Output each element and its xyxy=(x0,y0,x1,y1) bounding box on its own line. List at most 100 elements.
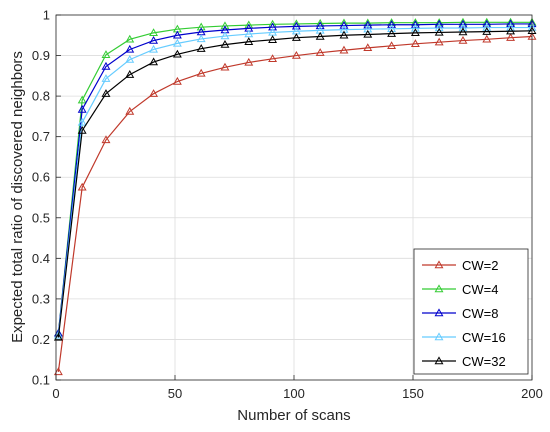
y-tick-label: 0.4 xyxy=(32,251,50,266)
data-point xyxy=(434,27,444,36)
data-point xyxy=(77,182,87,191)
data-point xyxy=(268,35,278,43)
data-point xyxy=(125,44,135,53)
data-point xyxy=(291,33,301,41)
data-point xyxy=(77,117,87,126)
data-point xyxy=(387,41,397,50)
data-point xyxy=(125,106,135,115)
series-line xyxy=(57,21,532,334)
legend-item: CW=2 xyxy=(422,258,498,273)
data-point xyxy=(387,29,397,37)
data-point xyxy=(172,76,182,85)
data-point xyxy=(434,19,444,28)
y-tick-label: 0.3 xyxy=(32,291,50,306)
y-tick-label: 0.2 xyxy=(32,332,50,347)
data-point xyxy=(482,22,492,31)
data-point xyxy=(506,33,516,41)
legend-label: CW=32 xyxy=(462,354,506,369)
data-point xyxy=(363,43,373,52)
data-point xyxy=(149,44,159,53)
data-point xyxy=(315,21,325,30)
data-point xyxy=(77,104,87,113)
data-point xyxy=(149,89,159,97)
data-point xyxy=(244,29,254,38)
legend-box xyxy=(413,248,529,375)
data-point xyxy=(244,37,254,45)
data-point xyxy=(196,34,206,43)
series-cw-32 xyxy=(53,26,537,341)
data-point xyxy=(196,22,206,31)
series-line xyxy=(57,26,532,336)
data-point xyxy=(125,70,135,78)
legend-item: CW=16 xyxy=(422,330,506,345)
data-point xyxy=(125,55,135,63)
data-point xyxy=(220,31,230,40)
x-tick-label: 200 xyxy=(521,386,543,401)
data-point xyxy=(387,20,397,28)
legend-marker xyxy=(434,308,444,317)
y-tick-label: 0.1 xyxy=(32,373,50,388)
x-tick-label: 150 xyxy=(402,386,424,401)
data-point xyxy=(410,28,420,37)
data-point xyxy=(482,27,492,35)
data-point xyxy=(149,57,159,66)
data-point xyxy=(482,17,492,26)
series-lines xyxy=(53,17,537,376)
legend-item: CW=8 xyxy=(422,306,498,321)
data-point xyxy=(410,39,420,47)
y-tick-label: 0.7 xyxy=(32,129,50,144)
y-tick-label: 0.9 xyxy=(32,48,50,63)
legend-label: CW=4 xyxy=(462,282,498,297)
y-tick-label: 0.6 xyxy=(32,170,50,185)
data-point xyxy=(172,38,182,47)
x-tick-label: 0 xyxy=(52,386,59,401)
data-point xyxy=(506,22,516,31)
data-point xyxy=(77,95,87,104)
x-tick-label: 50 xyxy=(168,386,182,401)
legend-label: CW=8 xyxy=(462,306,498,321)
data-point xyxy=(363,24,373,33)
data-point xyxy=(458,19,468,28)
data-point xyxy=(101,74,111,82)
data-point xyxy=(220,39,230,48)
data-point xyxy=(101,61,111,70)
legend: CW=2 CW=4 CW=8 CW=16 CW=32 xyxy=(413,248,529,375)
data-point xyxy=(196,44,206,52)
series-line xyxy=(57,35,533,372)
series-cw-16 xyxy=(53,22,537,339)
data-point xyxy=(339,30,349,39)
axis-ticks: 0 50 100 150 200 0.1 0.2 0.3 0.4 0.5 0.6 0.7 0.8 0.9 1 xyxy=(32,8,543,402)
series-cw-2 xyxy=(53,31,537,376)
y-axis-title: Expected total ratio of discovered neigh… xyxy=(9,51,26,343)
data-point xyxy=(506,17,516,26)
legend-label: CW=16 xyxy=(462,330,506,345)
data-point xyxy=(434,18,444,26)
data-point xyxy=(53,330,63,339)
data-point xyxy=(125,34,135,43)
data-point xyxy=(268,54,278,62)
legend-item: CW=32 xyxy=(422,354,506,369)
legend-marker xyxy=(434,332,444,341)
data-point xyxy=(244,57,254,66)
data-point xyxy=(77,125,87,134)
data-point xyxy=(506,26,516,35)
data-point xyxy=(291,50,301,59)
data-point xyxy=(482,34,492,43)
data-point xyxy=(363,20,373,29)
data-point xyxy=(101,135,111,144)
data-point xyxy=(53,332,63,341)
data-point xyxy=(339,20,349,29)
y-tick-label: 0.5 xyxy=(32,210,50,225)
data-point xyxy=(458,23,468,32)
series-line xyxy=(57,23,532,334)
data-point xyxy=(149,28,159,37)
data-point xyxy=(434,37,444,46)
data-point xyxy=(387,24,397,32)
legend-label: CW=2 xyxy=(462,258,498,273)
series-line xyxy=(57,30,533,338)
data-point xyxy=(172,30,182,39)
data-point xyxy=(220,62,230,71)
data-point xyxy=(53,367,63,376)
data-point xyxy=(196,68,206,77)
